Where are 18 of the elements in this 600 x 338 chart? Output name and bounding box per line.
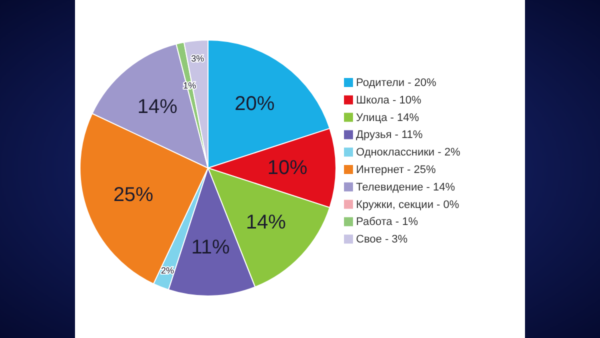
data-label: 14% — [137, 96, 178, 118]
legend-label: Друзья - 11% — [356, 129, 423, 142]
legend-label: Работа - 1% — [356, 216, 418, 228]
data-label: 14% — [246, 211, 286, 234]
legend-label: Школа - 10% — [356, 94, 422, 106]
legend-label: Интернет - 25% — [356, 164, 436, 176]
data-label: 3% — [191, 53, 204, 64]
legend-label: Свое - 3% — [356, 234, 408, 246]
data-label: 10% — [267, 157, 308, 179]
legend-label: Телевидение - 14% — [356, 181, 456, 194]
legend-label: Одноклассники - 2% — [356, 146, 460, 159]
data-label: 25% — [113, 184, 154, 206]
data-label: 2% — [160, 265, 174, 276]
legend-label: Улица - 14% — [356, 112, 420, 124]
legend-label: Кружки, секции - 0% — [356, 198, 460, 211]
legend-label: Родители - 20% — [356, 77, 437, 89]
data-label: 11% — [191, 236, 230, 258]
data-label: 20% — [234, 92, 275, 115]
